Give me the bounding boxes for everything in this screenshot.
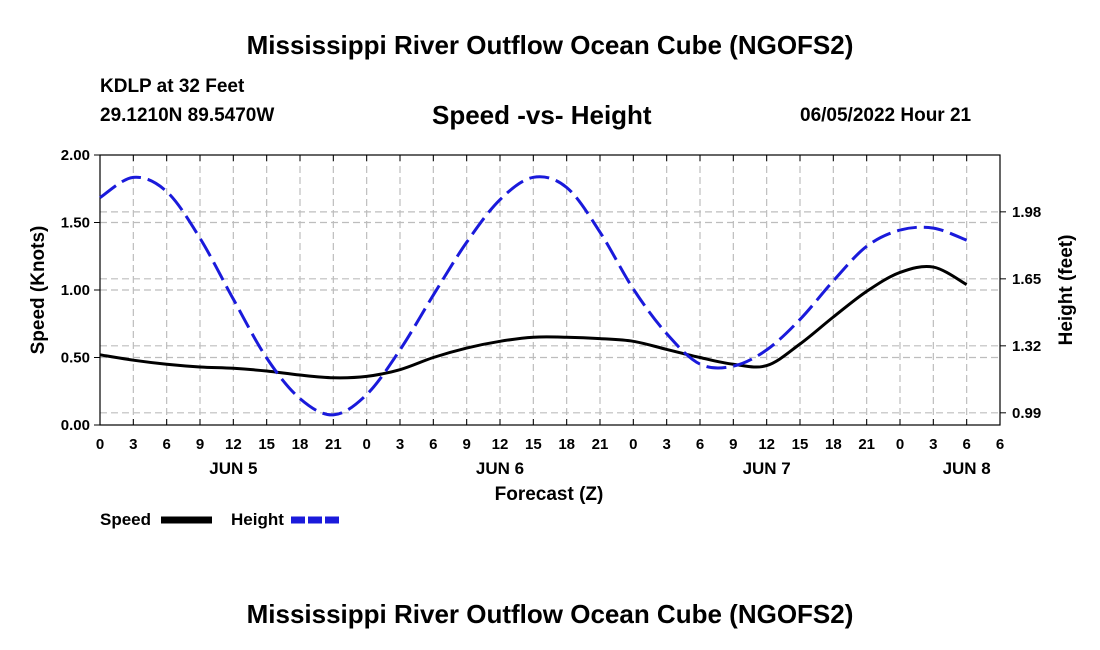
- grid-lines: [100, 155, 1000, 425]
- height-series-line: [99, 175, 968, 417]
- x-tick-label: 21: [858, 436, 875, 453]
- speed-tick-label: 0.00: [61, 417, 90, 434]
- x-tick-label: 6: [162, 436, 170, 453]
- x-tick-label: 15: [258, 436, 275, 453]
- day-label: JUN 8: [943, 459, 991, 478]
- x-tick-label: 0: [362, 436, 370, 453]
- x-tick-label: 9: [729, 436, 737, 453]
- speed-tick-label: 2.00: [61, 147, 90, 164]
- day-label: JUN 7: [743, 459, 791, 478]
- x-tick-label: 6: [996, 436, 1004, 453]
- x-tick-label: 6: [429, 436, 437, 453]
- legend: Speed Height: [100, 510, 342, 529]
- x-tick-label: 3: [396, 436, 404, 453]
- x-tick-label: 12: [492, 436, 509, 453]
- day-label: JUN 5: [209, 459, 257, 478]
- station-coordinates: 29.1210N 89.5470W: [100, 105, 275, 126]
- speed-tick-label: 0.50: [61, 350, 90, 367]
- forecast-datetime: 06/05/2022 Hour 21: [800, 105, 972, 126]
- x-tick-label: 18: [825, 436, 842, 453]
- x-tick-label: 0: [629, 436, 637, 453]
- x-tick-label: 12: [758, 436, 775, 453]
- x-tick-label: 9: [196, 436, 204, 453]
- y-axis-title-speed: Speed (Knots): [28, 226, 49, 355]
- x-tick-label: 21: [325, 436, 342, 453]
- x-tick-label: 9: [462, 436, 470, 453]
- series-layer: [99, 175, 968, 417]
- chart-main-title: Mississippi River Outflow Ocean Cube (NG…: [246, 30, 854, 60]
- chart-subtitle: Speed -vs- Height: [432, 100, 652, 130]
- height-tick-label: 1.32: [1012, 338, 1041, 355]
- footer-title: Mississippi River Outflow Ocean Cube (NG…: [246, 599, 854, 629]
- speed-tick-label: 1.50: [61, 215, 90, 232]
- y-axis-title-height: Height (feet): [1056, 235, 1077, 346]
- x-tick-label: 0: [96, 436, 104, 453]
- axis-ticks: 0 3 6 9 12 15 18 21 0 3 6 9 12 15 18 21 0 3 6 9 12 15 18 21 0 3 6 6…: [61, 147, 1041, 478]
- x-axis-title: Forecast (Z): [495, 484, 604, 505]
- day-label: JUN 6: [476, 459, 524, 478]
- height-tick-label: 1.98: [1012, 204, 1041, 221]
- speed-tick-label: 1.00: [61, 282, 90, 299]
- x-tick-label: 0: [896, 436, 904, 453]
- x-tick-label: 6: [696, 436, 704, 453]
- station-label: KDLP at 32 Feet: [100, 76, 245, 97]
- x-tick-label: 6: [962, 436, 970, 453]
- x-tick-label: 12: [225, 436, 242, 453]
- height-tick-label: 1.65: [1012, 271, 1041, 288]
- legend-height-label: Height: [231, 510, 284, 529]
- x-tick-label: 18: [558, 436, 575, 453]
- speed-series-line: [99, 264, 968, 380]
- x-tick-label: 15: [792, 436, 809, 453]
- x-tick-label: 15: [525, 436, 542, 453]
- x-tick-label: 21: [592, 436, 609, 453]
- legend-speed-label: Speed: [100, 510, 151, 529]
- x-tick-label: 3: [662, 436, 670, 453]
- x-tick-label: 3: [129, 436, 137, 453]
- height-tick-label: 0.99: [1012, 405, 1041, 422]
- x-tick-label: 18: [292, 436, 309, 453]
- x-tick-label: 3: [929, 436, 937, 453]
